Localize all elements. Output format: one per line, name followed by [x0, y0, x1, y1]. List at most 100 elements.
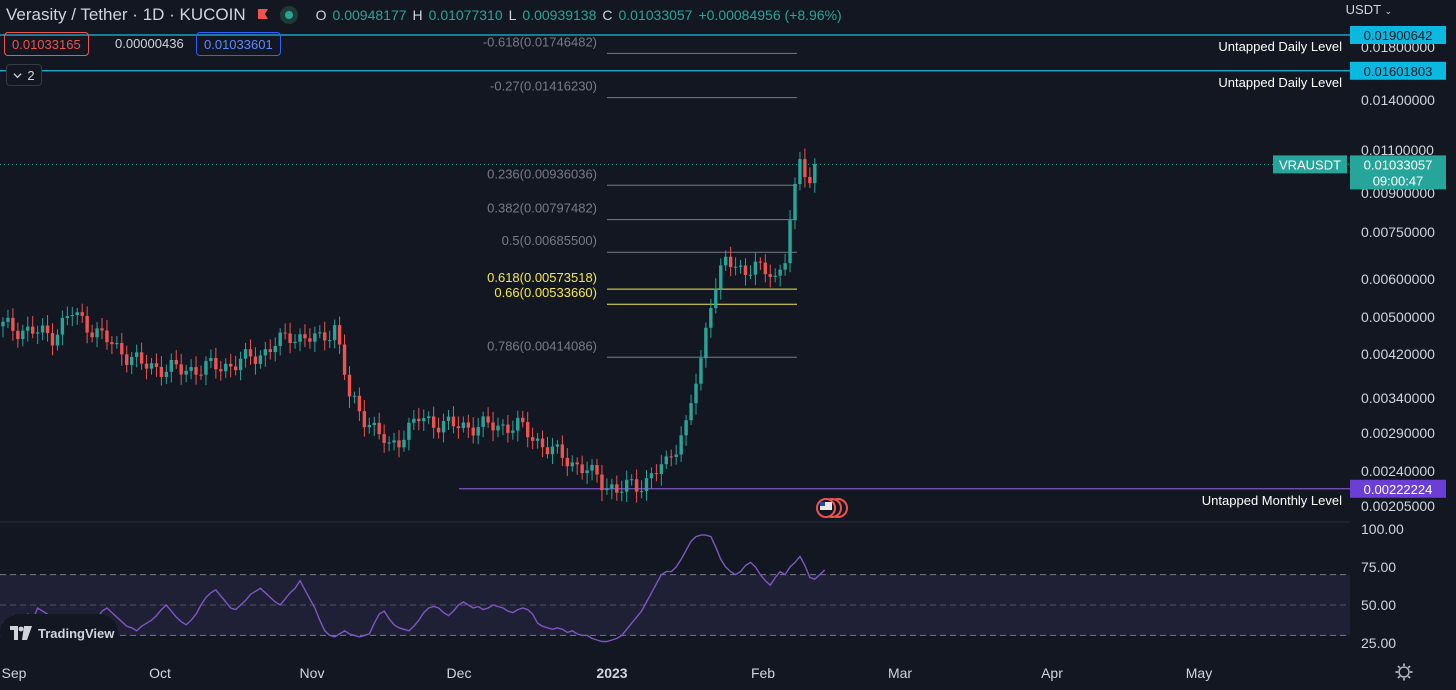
ohlc-low: 0.00939138: [522, 7, 597, 23]
candle-body: [590, 464, 594, 471]
ohlc-open-key: O: [315, 7, 327, 23]
candle-body: [219, 369, 223, 372]
candle-body: [486, 416, 490, 423]
gear-tooth: [1407, 675, 1411, 679]
candle-body: [466, 422, 470, 428]
candle-body: [728, 256, 733, 268]
price-axis-label: 0.00420000: [1361, 346, 1435, 362]
candle-body: [263, 349, 268, 356]
fib-label: 0.5(0.00685500): [502, 233, 597, 248]
candle-body: [318, 332, 322, 334]
bar-countdown: 09:00:47: [1373, 173, 1424, 188]
rsi-axis-label: 50.00: [1361, 597, 1396, 613]
time-axis-label: Nov: [300, 665, 325, 681]
candle-body: [357, 395, 362, 412]
candle-body: [6, 317, 10, 322]
candle-body: [85, 315, 89, 333]
candle-body: [347, 374, 352, 397]
gear-tooth: [1397, 675, 1401, 679]
rsi-line: [2, 534, 826, 643]
candle-body: [21, 330, 25, 340]
candle-body: [412, 418, 416, 423]
candle-body: [570, 462, 574, 467]
symbol-title[interactable]: Verasity / Tether · 1D · KUCOIN: [6, 5, 246, 24]
candle-body: [709, 307, 713, 328]
candle-body: [407, 422, 411, 440]
fib-label: 0.66(0.00533660): [494, 285, 597, 300]
candle-body: [303, 334, 307, 339]
candle-body: [535, 438, 540, 441]
candle-body: [758, 261, 763, 263]
candle-body: [704, 327, 708, 359]
sell-price-button[interactable]: 0.01033165: [4, 32, 89, 56]
candle-body: [456, 426, 461, 429]
candle-body: [451, 416, 456, 427]
candle-body: [783, 263, 787, 270]
time-axis-label: May: [1186, 665, 1212, 681]
candle-body: [1, 321, 5, 327]
settings-gear-icon[interactable]: [1395, 663, 1413, 681]
candle-body: [164, 371, 169, 377]
candle-body: [382, 434, 386, 443]
flag-icon[interactable]: [256, 8, 270, 22]
candle-body: [184, 370, 188, 375]
candle-body: [402, 439, 406, 448]
candle-body: [352, 395, 357, 397]
currency-selector[interactable]: USDT ⌄: [1346, 2, 1392, 17]
candle-body: [273, 345, 277, 353]
price-axis-label: 0.00600000: [1361, 271, 1435, 287]
candle-body: [441, 420, 446, 433]
indicators-toggle[interactable]: 2: [6, 64, 42, 86]
candle-body: [689, 403, 693, 421]
candle-body: [362, 411, 367, 428]
ohlc-close: 0.01033057: [618, 7, 693, 23]
candle-body: [387, 442, 391, 444]
market-status-icon[interactable]: [279, 6, 298, 24]
candle-body: [530, 437, 535, 441]
candle-body: [214, 357, 218, 370]
candle-body: [808, 176, 812, 184]
level-price-value: 0.01601803: [1364, 64, 1433, 79]
candle-body: [615, 484, 619, 493]
candle-body: [461, 422, 466, 429]
candle-body: [719, 265, 723, 289]
current-price-tag: [1350, 155, 1446, 190]
ohlc-low-key: L: [508, 7, 517, 23]
candle-body: [694, 383, 698, 404]
candle-body: [471, 427, 475, 436]
price-axis-label: 0.01100000: [1361, 142, 1434, 158]
tradingview-logo[interactable]: TradingView: [0, 614, 118, 652]
candle-body: [55, 334, 60, 346]
candle-body: [798, 159, 802, 185]
time-axis-label: 2023: [596, 665, 627, 681]
chevron-down-icon: [13, 72, 22, 78]
candle-body: [120, 343, 124, 355]
candle-body: [768, 274, 772, 277]
fib-label: 0.236(0.00936036): [487, 166, 597, 181]
candle-body: [35, 332, 40, 334]
candle-body: [639, 491, 644, 493]
candle-body: [115, 343, 119, 345]
candle-body: [436, 427, 441, 433]
level-label: Untapped Daily Level: [1218, 75, 1342, 90]
time-axis-label: Apr: [1041, 665, 1063, 681]
price-axis-label: 0.00500000: [1361, 309, 1435, 325]
candle-body: [788, 220, 792, 264]
buy-price-button[interactable]: 0.01033601: [196, 32, 281, 56]
candle-body: [199, 374, 203, 376]
candle-body: [105, 330, 109, 343]
candle-body: [154, 363, 159, 367]
ohlc-close-key: C: [602, 7, 613, 23]
candle-body: [268, 349, 272, 353]
level-price-tag: [1350, 61, 1446, 80]
candle-body: [625, 479, 629, 492]
candle-body: [174, 360, 178, 365]
candle-body: [555, 444, 560, 447]
ohlc-change: +0.00084956 (+8.96%): [698, 7, 842, 23]
currency-label: USDT: [1345, 2, 1381, 17]
candle-body: [649, 473, 654, 479]
candle-body: [511, 430, 515, 433]
candle-body: [60, 318, 65, 335]
